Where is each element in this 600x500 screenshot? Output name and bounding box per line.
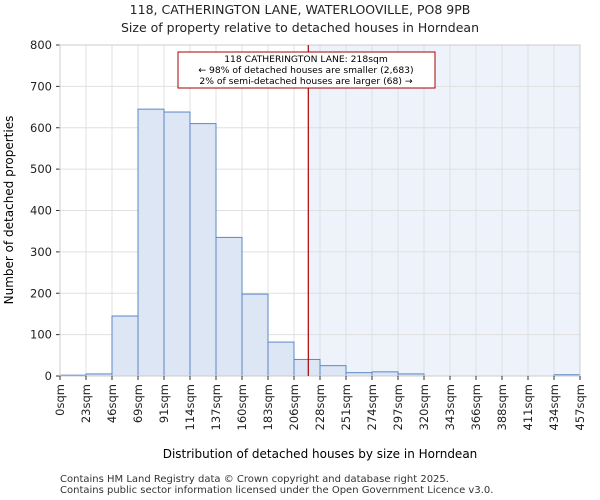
x-tick-label: 46sqm <box>105 384 119 423</box>
x-axis-label: Distribution of detached houses by size … <box>163 447 478 461</box>
x-tick-label: 91sqm <box>157 384 171 423</box>
x-tick-label: 320sqm <box>417 384 431 430</box>
x-tick-label: 434sqm <box>547 384 561 430</box>
x-tick-label: 160sqm <box>235 384 249 430</box>
bar <box>267 341 295 377</box>
x-tick-label: 69sqm <box>131 384 145 423</box>
y-tick-label: 200 <box>30 286 52 300</box>
y-axis-label: Number of detached properties <box>2 116 16 305</box>
x-tick-label: 114sqm <box>183 384 197 430</box>
annotation-box <box>177 51 436 89</box>
bar <box>215 236 243 377</box>
bar <box>371 371 399 377</box>
x-tick-label: 206sqm <box>287 384 301 430</box>
y-tick-label: 800 <box>30 38 52 52</box>
bar <box>163 111 191 377</box>
x-tick-label: 274sqm <box>365 384 379 430</box>
x-tick-label: 0sqm <box>53 384 67 416</box>
y-tick-label: 500 <box>30 162 52 176</box>
bar <box>241 293 269 377</box>
y-tick-label: 700 <box>30 79 52 93</box>
bar <box>111 315 139 377</box>
bar <box>319 365 347 377</box>
x-tick-label: 297sqm <box>391 384 405 430</box>
y-tick-label: 100 <box>30 328 52 342</box>
y-tick-label: 600 <box>30 121 52 135</box>
x-tick-label: 228sqm <box>313 384 327 430</box>
x-tick-label: 343sqm <box>443 384 457 430</box>
bar <box>293 358 321 377</box>
footer-licence: Contains public sector information licen… <box>60 485 494 496</box>
x-tick-label: 137sqm <box>209 384 223 430</box>
bar <box>137 108 165 377</box>
x-tick-label: 183sqm <box>261 384 275 430</box>
chart-subtitle: Size of property relative to detached ho… <box>120 20 479 35</box>
x-tick-label: 388sqm <box>495 384 509 430</box>
bar <box>189 123 217 377</box>
x-tick-label: 411sqm <box>521 384 535 430</box>
x-tick-label: 23sqm <box>79 384 93 423</box>
x-tick-label: 366sqm <box>469 384 483 430</box>
x-tick-label: 457sqm <box>573 384 587 430</box>
footer-copyright: Contains HM Land Registry data © Crown c… <box>60 474 449 485</box>
annotation-line-2: ← 98% of detached houses are smaller (2,… <box>198 65 413 76</box>
chart-title: 118, CATHERINGTON LANE, WATERLOOVILLE, P… <box>129 2 471 17</box>
annotation-line-1: 118 CATHERINGTON LANE: 218sqm <box>224 54 388 65</box>
y-tick-label: 300 <box>30 245 52 259</box>
y-tick-label: 0 <box>45 369 52 383</box>
y-tick-label: 400 <box>30 204 52 218</box>
x-tick-label: 251sqm <box>339 384 353 430</box>
annotation-line-3: 2% of semi-detached houses are larger (6… <box>199 76 412 87</box>
